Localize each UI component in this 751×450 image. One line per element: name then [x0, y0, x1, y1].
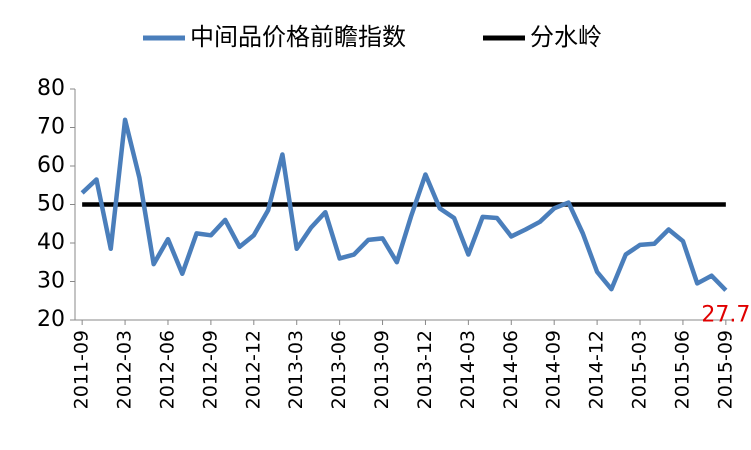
- x-tick-label: 2011-09: [71, 330, 93, 409]
- x-tick-label: 2015-06: [671, 330, 693, 409]
- x-tick-label: 2015-03: [629, 330, 651, 409]
- x-tick-label: 2013-09: [371, 330, 393, 409]
- y-tick-label: 80: [37, 76, 65, 101]
- x-tick-label: 2014-03: [457, 330, 479, 409]
- legend-label: 分水岭: [530, 23, 602, 51]
- data-label: 27.7: [701, 302, 750, 327]
- x-tick-label: 2014-12: [586, 330, 608, 409]
- y-tick-label: 20: [37, 307, 65, 332]
- x-tick-label: 2012-03: [114, 330, 136, 409]
- y-tick-label: 30: [37, 269, 65, 294]
- legend-label: 中间品价格前瞻指数: [190, 23, 406, 51]
- x-tick-label: 2013-06: [328, 330, 350, 409]
- series-line: [80, 117, 728, 292]
- x-tick-label: 2014-09: [543, 330, 565, 409]
- x-tick-label: 2012-12: [242, 330, 264, 409]
- x-tick-label: 2013-03: [285, 330, 307, 409]
- x-tick-label: 2012-06: [156, 330, 178, 409]
- x-tick-label: 2013-12: [414, 330, 436, 409]
- y-tick-label: 40: [37, 230, 65, 255]
- y-tick-label: 60: [37, 153, 65, 178]
- x-tick-label: 2014-06: [500, 330, 522, 409]
- y-tick-label: 70: [37, 115, 65, 140]
- x-tick-label: 2015-09: [714, 330, 736, 409]
- y-tick-label: 50: [37, 192, 65, 217]
- x-tick-label: 2012-09: [199, 330, 221, 409]
